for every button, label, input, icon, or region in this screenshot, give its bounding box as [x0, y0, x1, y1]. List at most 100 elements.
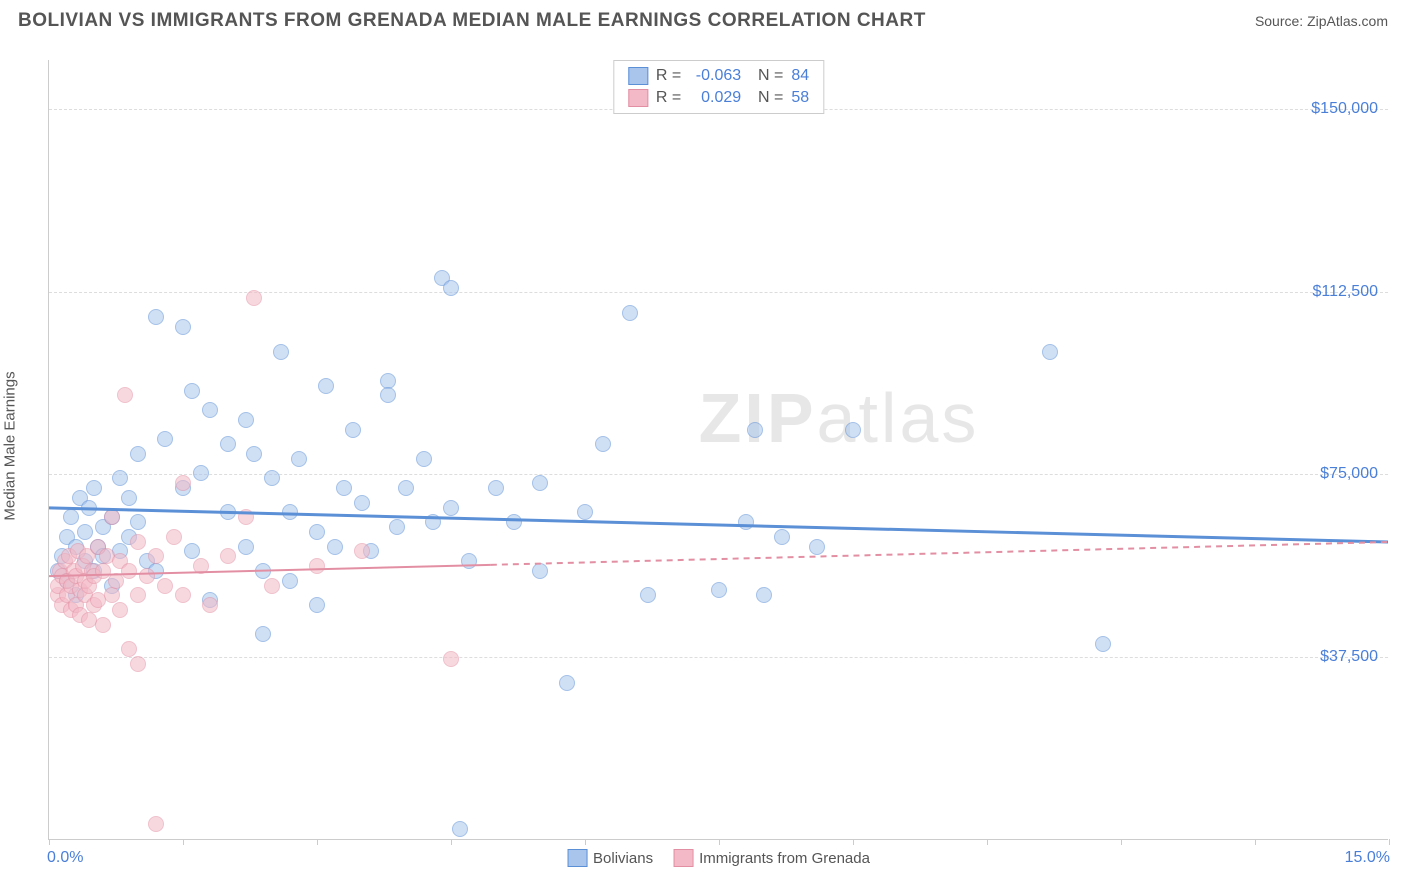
swatch-icon: [628, 67, 648, 85]
data-point: [117, 387, 133, 403]
x-tick: [1121, 839, 1122, 845]
y-tick-label: $75,000: [1320, 465, 1378, 483]
data-point: [327, 539, 343, 555]
gridline: [49, 474, 1388, 475]
data-point: [309, 597, 325, 613]
data-point: [1095, 636, 1111, 652]
source-label: Source:: [1255, 13, 1307, 29]
x-tick: [49, 839, 50, 845]
data-point: [220, 436, 236, 452]
data-point: [711, 582, 727, 598]
data-point: [416, 451, 432, 467]
data-point: [157, 578, 173, 594]
data-point: [175, 475, 191, 491]
data-point: [86, 480, 102, 496]
data-point: [336, 480, 352, 496]
legend: Bolivians Immigrants from Grenada: [567, 849, 870, 867]
data-point: [425, 514, 441, 530]
data-point: [354, 543, 370, 559]
data-point: [157, 431, 173, 447]
data-point: [1042, 344, 1058, 360]
data-point: [747, 422, 763, 438]
data-point: [238, 539, 254, 555]
data-point: [130, 656, 146, 672]
data-point: [640, 587, 656, 603]
data-point: [738, 514, 754, 530]
data-point: [452, 821, 468, 837]
data-point: [845, 422, 861, 438]
data-point: [389, 519, 405, 535]
data-point: [577, 504, 593, 520]
y-tick-label: $150,000: [1311, 100, 1378, 118]
n-value: 58: [791, 89, 809, 107]
data-point: [809, 539, 825, 555]
y-tick-label: $37,500: [1320, 648, 1378, 666]
data-point: [255, 626, 271, 642]
data-point: [264, 578, 280, 594]
x-tick: [719, 839, 720, 845]
x-tick: [585, 839, 586, 845]
data-point: [309, 558, 325, 574]
data-point: [345, 422, 361, 438]
x-tick: [317, 839, 318, 845]
x-tick: [853, 839, 854, 845]
r-value: 0.029: [689, 89, 741, 107]
stats-row: R = 0.029 N = 58: [628, 87, 809, 109]
legend-label: Immigrants from Grenada: [699, 850, 870, 867]
swatch-icon: [628, 89, 648, 107]
data-point: [354, 495, 370, 511]
data-point: [130, 446, 146, 462]
data-point: [148, 548, 164, 564]
data-point: [104, 587, 120, 603]
data-point: [130, 534, 146, 550]
data-point: [104, 509, 120, 525]
swatch-icon: [567, 849, 587, 867]
legend-item: Immigrants from Grenada: [673, 849, 870, 867]
data-point: [63, 509, 79, 525]
data-point: [148, 816, 164, 832]
data-point: [95, 617, 111, 633]
data-point: [77, 524, 93, 540]
data-point: [81, 500, 97, 516]
data-point: [380, 387, 396, 403]
source-value: ZipAtlas.com: [1307, 13, 1388, 29]
data-point: [532, 563, 548, 579]
data-point: [443, 280, 459, 296]
data-point: [461, 553, 477, 569]
data-point: [622, 305, 638, 321]
data-point: [121, 490, 137, 506]
watermark: ZIPatlas: [699, 378, 980, 458]
data-point: [238, 509, 254, 525]
data-point: [774, 529, 790, 545]
x-tick: [987, 839, 988, 845]
x-tick: [1389, 839, 1390, 845]
data-point: [595, 436, 611, 452]
data-point: [398, 480, 414, 496]
data-point: [220, 548, 236, 564]
r-value: -0.063: [689, 67, 741, 85]
data-point: [273, 344, 289, 360]
data-point: [559, 675, 575, 691]
x-tick: [1255, 839, 1256, 845]
data-point: [202, 597, 218, 613]
x-tick: [451, 839, 452, 845]
data-point: [193, 558, 209, 574]
data-point: [148, 309, 164, 325]
data-point: [238, 412, 254, 428]
data-point: [318, 378, 334, 394]
x-end-label: 15.0%: [1345, 849, 1390, 867]
data-point: [175, 587, 191, 603]
data-point: [220, 504, 236, 520]
data-point: [184, 383, 200, 399]
data-point: [112, 602, 128, 618]
data-point: [130, 587, 146, 603]
data-point: [112, 470, 128, 486]
data-point: [255, 563, 271, 579]
data-point: [380, 373, 396, 389]
gridline: [49, 657, 1388, 658]
x-tick: [183, 839, 184, 845]
legend-item: Bolivians: [567, 849, 653, 867]
data-point: [282, 573, 298, 589]
data-point: [309, 524, 325, 540]
y-axis-label: Median Male Earnings: [2, 371, 19, 520]
